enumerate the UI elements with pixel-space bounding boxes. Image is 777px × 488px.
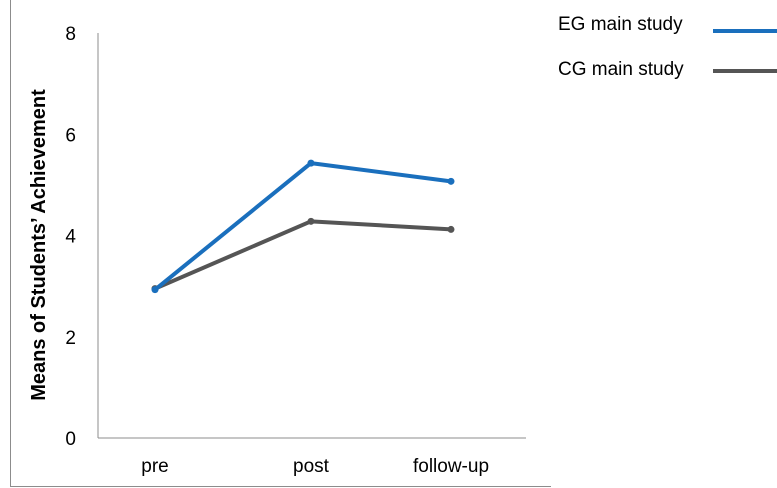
legend-label-eg: EG main study [558, 14, 683, 35]
data-point-cg [447, 225, 455, 233]
y-axis-label: Means of Students’ Achievement [28, 89, 50, 401]
data-point-eg [151, 286, 159, 294]
legend-label-cg: CG main study [558, 59, 684, 80]
y-tick-label: 0 [65, 429, 76, 450]
y-tick-label: 8 [65, 24, 76, 45]
y-tick-label: 2 [65, 328, 76, 349]
data-point-eg [447, 177, 455, 185]
data-point-cg [307, 217, 315, 225]
data-point-eg [307, 159, 315, 167]
x-tick-label: follow-up [413, 456, 489, 477]
x-tick-label: post [293, 456, 330, 477]
chart-frame [10, 0, 551, 487]
x-tick-label: pre [141, 456, 168, 477]
y-tick-label: 4 [65, 227, 76, 248]
legend-swatch-cg [713, 69, 777, 73]
legend-swatch-eg [713, 29, 777, 33]
y-tick-label: 6 [65, 125, 76, 146]
